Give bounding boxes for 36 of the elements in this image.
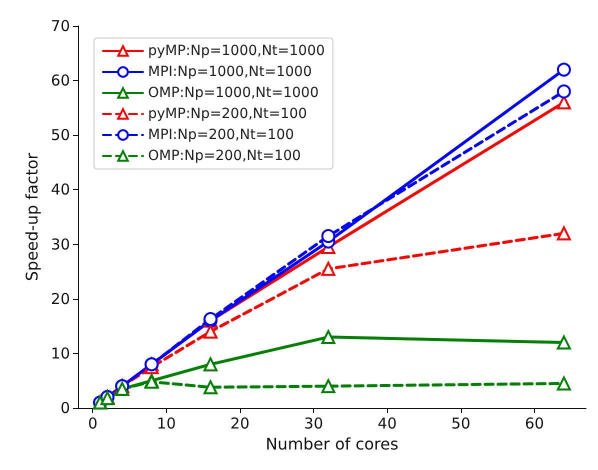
x-tick-label: 60 xyxy=(524,414,544,432)
x-tick-label: 30 xyxy=(304,414,324,432)
x-tick-label: 50 xyxy=(451,414,470,432)
y-tick-label: 0 xyxy=(60,399,70,417)
y-tick-label: 50 xyxy=(50,126,70,144)
y-tick-label: 60 xyxy=(50,72,70,90)
point xyxy=(204,380,218,394)
point xyxy=(204,324,218,339)
x-tick-label: 10 xyxy=(156,414,176,432)
x-tick-label: 20 xyxy=(230,414,250,432)
legend-label: MPI:Np=200,Nt=100 xyxy=(148,127,294,143)
y-tick-label: 10 xyxy=(50,344,70,362)
y-axis-title: Speed-up factor xyxy=(22,152,42,282)
point xyxy=(321,330,336,344)
legend-label: MPI:Np=1000,Nt=1000 xyxy=(148,64,312,80)
y-tick-label: 70 xyxy=(50,17,70,35)
legend-label: pyMP:Np=200,Nt=100 xyxy=(148,106,308,122)
point xyxy=(321,229,336,244)
legend-label: OMP:Np=200,Nt=100 xyxy=(148,148,301,164)
y-tick-label: 30 xyxy=(50,235,70,254)
x-tick-label: 0 xyxy=(88,414,98,432)
y-tick-label: 40 xyxy=(50,180,70,199)
point xyxy=(556,226,571,240)
point xyxy=(556,62,571,77)
point xyxy=(321,262,336,276)
legend-label: pyMP:Np=1000,Nt=1000 xyxy=(148,43,325,59)
y-tick-label: 20 xyxy=(50,290,70,308)
point xyxy=(556,376,571,390)
point xyxy=(204,357,218,372)
x-tick-label: 40 xyxy=(378,414,397,432)
point xyxy=(556,336,571,350)
point xyxy=(144,374,159,389)
point xyxy=(556,84,571,98)
point xyxy=(321,379,336,394)
x-axis-title: Number of cores xyxy=(266,434,398,454)
legend-label: OMP:Np=1000,Nt=1000 xyxy=(148,85,319,101)
